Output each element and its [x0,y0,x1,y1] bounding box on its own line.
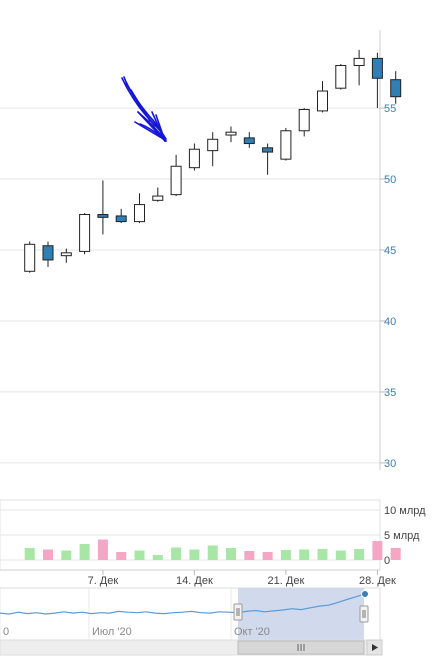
candle[interactable] [188,143,200,171]
volume-bar [390,548,401,560]
candle-body [42,245,54,261]
price-axis-ticks: 30 35 40 45 50 55 [380,103,396,470]
price-tick-label: 45 [384,245,396,257]
price-tick-label: 40 [384,316,396,328]
scrollbar-grip-icon [297,644,305,651]
navigator-left-handle[interactable] [233,603,243,621]
date-tick-label: 28. Дек [359,575,396,587]
price-tick-label: 50 [384,174,396,186]
candle[interactable] [134,193,145,224]
candle-body [390,79,402,98]
volume-bar [171,547,182,560]
candle[interactable] [79,213,91,255]
candle-body [60,252,72,257]
navigator-selected-range[interactable] [238,588,364,640]
candle[interactable] [243,132,255,148]
volume-bar [43,549,53,560]
candle-body [207,138,219,152]
candle[interactable] [60,248,72,263]
scroll-right-arrow-icon [372,644,378,651]
volume-bar [116,552,127,560]
volume-bar [372,541,383,560]
candle-body [79,214,91,252]
candle[interactable] [42,241,54,268]
candle-body [225,131,237,136]
navigator-label: Окт '20 [234,626,270,638]
volume-bar [226,548,236,560]
volume-bar [134,550,145,560]
candle-body [371,57,383,79]
volume-bar [207,545,218,560]
candle-body [170,165,182,196]
volume-bar [299,549,310,560]
volume-tick-label: 0 [384,555,390,567]
candle[interactable] [353,49,365,86]
candle-body [353,57,365,66]
candle-body [298,108,310,132]
volume-bar [317,549,328,560]
hand-drawn-arrow-annotation [121,76,167,142]
candle-body [335,64,347,89]
candle-body [115,215,127,223]
candle[interactable] [317,81,328,113]
navigator-label: Июл '20 [92,626,132,638]
volume-bar [280,550,291,560]
candle-body [152,195,164,201]
volume-tick-label: 10 млрд [384,505,426,517]
volume-bar [152,555,163,560]
candle-body [317,90,328,112]
candle[interactable] [207,132,219,167]
date-tick-label: 14. Дек [176,575,213,587]
navigator-series-line [0,593,366,615]
candlestick-series [24,49,402,273]
navigator-right-handle[interactable] [359,605,369,623]
price-tick-label: 30 [384,458,396,470]
candle[interactable] [97,180,109,235]
candle-body [243,137,255,145]
volume-bar [97,539,108,560]
candle[interactable] [262,143,274,175]
candle-body [134,204,145,223]
candle[interactable] [371,52,383,109]
volume-bar [24,548,35,560]
date-tick-label: 21. Дек [268,575,305,587]
volume-bar [354,549,365,560]
candle[interactable] [225,126,237,143]
navigator-axis-labels: 0 Июл '20 Окт '20 [3,626,270,638]
volume-bar-series [24,539,401,560]
volume-bar [189,549,200,560]
volume-bar [262,552,273,560]
price-tick-label: 35 [384,387,396,399]
candle-body [188,148,200,169]
candle[interactable] [115,208,127,224]
volume-bar [79,544,90,560]
candle-body [280,130,292,160]
volume-tick-label: 5 млрд [384,530,420,542]
price-tick-label: 55 [384,103,396,115]
navigator-end-marker [361,590,369,598]
volume-axis-ticks: 0 5 млрд 10 млрд [384,505,426,567]
candle[interactable] [280,127,292,161]
candle-body [97,214,109,218]
volume-bar [244,551,255,560]
date-axis-ticks: 7. Дек 14. Дек 21. Дек 28. Дек [88,570,396,587]
volume-bar [335,550,346,560]
candle-body [262,147,274,153]
price-gridlines [0,107,380,464]
candle[interactable] [170,154,182,197]
candle[interactable] [24,241,36,273]
candle[interactable] [390,71,402,104]
candle[interactable] [298,108,310,137]
volume-bar [61,550,72,560]
candle[interactable] [152,187,164,202]
navigator-label: 0 [3,626,9,638]
navigator-gridlines [0,588,232,640]
date-tick-label: 7. Дек [88,575,119,587]
candle[interactable] [335,64,347,90]
candle-body [24,243,36,272]
